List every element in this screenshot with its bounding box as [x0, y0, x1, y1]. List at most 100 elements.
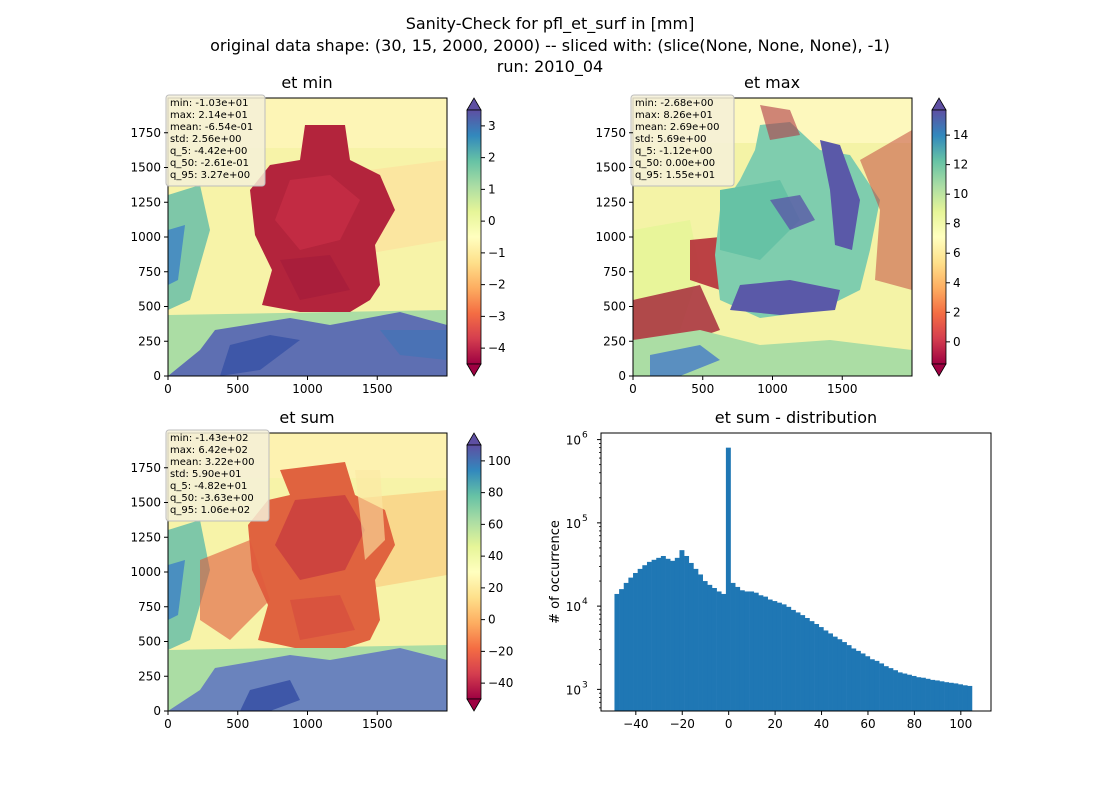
stats-line: std: 5.69e+00	[635, 134, 707, 145]
x-tick-label: 500	[226, 717, 249, 731]
histogram-bar	[902, 673, 908, 711]
y-tick-label: 0	[153, 704, 161, 718]
panel-et-min: et min min: -1.03e+01 max: 2.14e+01 mean…	[130, 73, 505, 396]
histogram-bar	[637, 568, 643, 711]
histogram-bar	[818, 627, 824, 711]
histogram-bar	[684, 555, 690, 711]
x-tick-label: 1000	[292, 717, 323, 731]
colorbar-extend-min	[466, 698, 482, 712]
x-tick-label: 40	[814, 717, 829, 731]
histogram-bar	[925, 678, 931, 711]
stats-box: min: -1.03e+01 max: 2.14e+01 mean: -6.54…	[165, 94, 266, 187]
histogram-bar	[744, 591, 750, 711]
histogram-bar	[809, 621, 815, 711]
histogram-bar	[962, 685, 968, 711]
y-tick-label: 1750	[130, 126, 161, 140]
histogram-bar	[665, 558, 671, 711]
colorbar-tick-label: 12	[953, 158, 968, 172]
histogram-bar	[698, 574, 703, 711]
x-tick-label: 500	[226, 382, 249, 396]
stats-line: mean: 3.22e+00	[170, 457, 254, 468]
histogram-bar	[758, 595, 764, 711]
histogram-bar	[883, 666, 889, 711]
y-tick-label: 1000	[595, 230, 626, 244]
histogram-bar	[930, 679, 936, 711]
colorbar-tick-label: −2	[488, 278, 506, 292]
histogram-bar	[939, 681, 945, 711]
colorbar: 14 12 10 8 6 4 2 0	[931, 97, 968, 377]
histogram-bar	[855, 650, 861, 711]
y-tick-label: 500	[603, 300, 626, 314]
colorbar-tick-label: 4	[953, 276, 961, 290]
histogram-bar	[786, 606, 792, 711]
x-tick-label: −40	[623, 717, 648, 731]
colorbar-tick-label: 3	[488, 119, 496, 133]
histogram-bar	[823, 630, 829, 711]
y-tick-label: 10	[566, 600, 581, 614]
y-tick-label: 500	[138, 635, 161, 649]
colorbar-tick-label: −20	[488, 644, 513, 658]
x-tick-label: 0	[164, 382, 172, 396]
x-tick-label: 0	[164, 717, 172, 731]
colorbar-extend-max	[466, 97, 482, 111]
stats-line: std: 5.90e+01	[170, 469, 242, 480]
colorbar-tick-label: 1	[488, 182, 496, 196]
colorbar-gradient	[466, 444, 482, 700]
y-tick-label: 1500	[595, 161, 626, 175]
y-tick-label: 10	[566, 434, 581, 448]
colorbar-tick-label: 20	[488, 581, 503, 595]
x-tick-label: 1500	[827, 382, 858, 396]
histogram-bar	[795, 612, 801, 711]
histogram-bar	[693, 568, 699, 711]
stats-line: q_5: -4.42e+00	[170, 146, 247, 157]
panel-et-sum-distribution: et sum - distribution −40 −20 0 20 40 60 80 100…	[548, 408, 992, 731]
panel-title: et min	[281, 73, 332, 92]
y-tick-label: 750	[138, 600, 161, 614]
y-tick-label: 250	[138, 334, 161, 348]
x-tick-label: 1000	[292, 382, 323, 396]
colorbar-tick-label: −3	[488, 309, 506, 323]
stats-line: mean: 2.69e+00	[635, 122, 719, 133]
stats-line: q_95: 3.27e+00	[170, 170, 250, 181]
stats-line: max: 6.42e+02	[170, 445, 248, 456]
y-tick-label: 1000	[130, 565, 161, 579]
x-tick-label: 100	[949, 717, 972, 731]
y-tick-label: 750	[138, 265, 161, 279]
histogram-bar	[679, 550, 685, 711]
x-tick-label: 1000	[757, 382, 788, 396]
y-tick-label: 1750	[595, 126, 626, 140]
histogram-bar	[670, 560, 676, 711]
histogram-bar	[721, 593, 727, 711]
histogram-bar	[920, 677, 926, 711]
histogram-bar	[841, 642, 847, 711]
histogram-bar	[948, 682, 954, 711]
histogram-bar	[623, 582, 629, 711]
heatmap-axes: 0 500 1000 1500 0 250 500 750 1000 1250 1500 1750	[130, 126, 392, 396]
histogram-bar	[628, 577, 634, 711]
histogram-bar	[633, 572, 638, 711]
histogram-bar	[614, 593, 620, 711]
histogram-bar	[897, 672, 903, 711]
colorbar-tick-label: 40	[488, 549, 503, 563]
y-tick-label: 1500	[130, 161, 161, 175]
histogram-bar	[642, 565, 648, 711]
colorbar-tick-label: 60	[488, 517, 503, 531]
histogram-bar	[702, 581, 708, 711]
histogram-frame	[600, 432, 992, 712]
histogram-bar	[688, 562, 694, 711]
histogram-bar	[832, 636, 838, 711]
stats-line: q_5: -1.12e+00	[635, 146, 712, 157]
y-tick-label: 500	[138, 300, 161, 314]
histogram-bar	[865, 656, 871, 711]
y-tick-label: 10	[566, 683, 581, 697]
histogram-bar	[953, 683, 959, 711]
histogram-bar	[800, 615, 806, 711]
histogram-bar	[934, 680, 940, 711]
histogram-bar	[874, 660, 880, 711]
y-tick-label: 250	[138, 669, 161, 683]
histogram-bar	[967, 685, 973, 711]
stats-line: min: -1.03e+01	[170, 98, 249, 109]
colorbar-tick-label: 0	[488, 613, 496, 627]
histogram-bar	[735, 586, 741, 711]
